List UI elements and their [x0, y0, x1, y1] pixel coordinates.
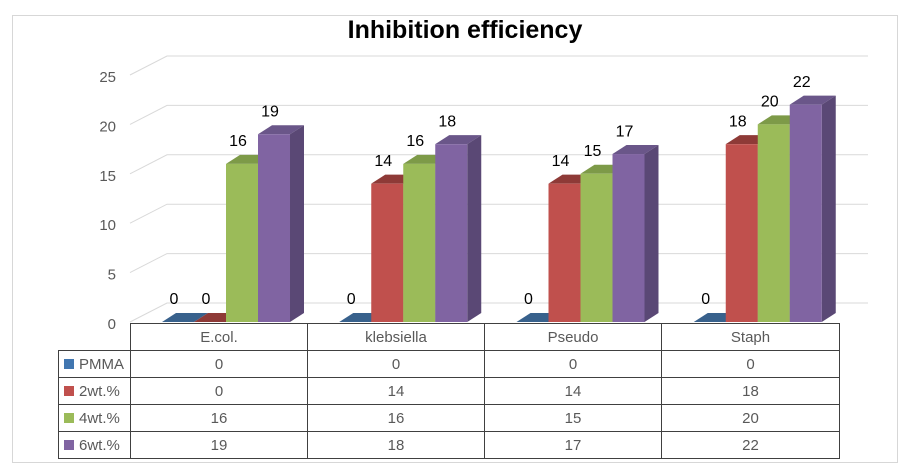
table-header-row: E.col. klebsiella Pseudo Staph [59, 323, 840, 351]
table-value-cell: 0 [130, 377, 308, 405]
legend-key-icon [64, 439, 74, 450]
bar-value-label-4wt-staph: 20 [761, 94, 779, 111]
table-value-cell: 16 [130, 404, 308, 432]
table-row-4wt-: 4wt.% 16 16 15 20 [58, 404, 840, 432]
series-label: PMMA [79, 355, 124, 373]
bars [162, 95, 836, 323]
bar-front-face [757, 124, 790, 323]
table-row-6wt-: 6wt.% 19 18 17 22 [58, 431, 840, 459]
grid-line-20 [129, 104, 868, 125]
series-label: 4wt.% [79, 409, 120, 427]
y-tick-label-10: 10 [99, 217, 116, 234]
y-tick-label-20: 20 [99, 118, 116, 135]
bar-value-label-4wt-pseudo: 15 [584, 143, 602, 160]
bar-side-face [467, 135, 482, 322]
table-value-cell: 17 [484, 431, 662, 459]
bar-front-face [789, 104, 822, 322]
bar-front-face [435, 144, 468, 322]
bar-value-label-6wt-staph: 22 [793, 74, 811, 91]
grid-line-25 [129, 55, 868, 76]
table-value-cell: 15 [484, 404, 662, 432]
bar-top-face [162, 313, 208, 322]
legend-key-icon [64, 358, 74, 369]
table-row-pmma: PMMA 0 0 0 0 [58, 350, 840, 378]
y-tick-label-5: 5 [108, 267, 116, 284]
bar-value-label-4wt-klebsiella: 16 [406, 133, 424, 150]
table-value-cell: 16 [307, 404, 485, 432]
legend-key-icon [64, 385, 74, 396]
bar-side-face [821, 95, 836, 322]
series-legend-cell: 2wt.% [58, 377, 131, 405]
table-value-cell: 0 [130, 350, 308, 378]
chart-data-table: E.col. klebsiella Pseudo Staph PMMA 0 0 0 0 2wt.%… [58, 323, 840, 459]
table-value-cell: 22 [661, 431, 840, 459]
category-header-e-col-: E.col. [130, 323, 308, 351]
y-tick-label-25: 25 [99, 69, 116, 86]
table-value-cell: 14 [484, 377, 662, 405]
table-value-cell: 0 [484, 350, 662, 378]
bar-top-face [789, 95, 836, 105]
series-label: 6wt.% [79, 436, 120, 454]
bar-6wt-staph [789, 95, 836, 322]
table-value-cell: 20 [661, 404, 840, 432]
bar-side-face [290, 125, 304, 322]
bar-front-face [548, 183, 581, 322]
table-value-cell: 14 [307, 377, 485, 405]
bar-front-face [403, 163, 436, 322]
bar-value-label-pmma-klebsiella: 0 [347, 291, 356, 308]
y-axis-tick-labels: 0 5 10 15 20 25 [99, 69, 116, 333]
bar-top-face [435, 135, 482, 145]
bar-top-face [258, 125, 304, 135]
bar-6wt-klebsiella [435, 135, 482, 322]
category-header-staph: Staph [661, 323, 840, 351]
bar-value-label-6wt-e-col-: 19 [261, 103, 279, 120]
table-value-cell: 19 [130, 431, 308, 459]
category-header-pseudo: Pseudo [484, 323, 662, 351]
chart-title: Inhibition efficiency [347, 16, 583, 44]
table-value-cell: 0 [307, 350, 485, 378]
series-label: 2wt.% [79, 382, 120, 400]
table-value-cell: 18 [307, 431, 485, 459]
bar-front-face [580, 173, 613, 322]
bar-front-face [258, 134, 290, 322]
y-tick-label-0: 0 [108, 316, 116, 333]
bar-6wt-pseudo [612, 145, 659, 322]
bar-value-label-2wt-e-col-: 0 [202, 291, 211, 308]
category-header-klebsiella: klebsiella [307, 323, 485, 351]
legend-key-icon [64, 412, 74, 423]
table-corner-cell [59, 324, 131, 351]
bar-value-label-pmma-staph: 0 [701, 291, 710, 308]
bar-top-face [612, 145, 659, 155]
bar-value-label-2wt-pseudo: 14 [552, 153, 570, 170]
bar-side-face [644, 145, 659, 322]
bar-value-label-6wt-klebsiella: 18 [438, 113, 456, 130]
y-tick-label-15: 15 [99, 168, 116, 185]
bar-front-face [725, 144, 758, 322]
table-value-cell: 18 [661, 377, 840, 405]
series-legend-cell: PMMA [58, 350, 131, 378]
bar-front-face [612, 154, 645, 322]
table-row-2wt-: 2wt.% 0 14 14 18 [58, 377, 840, 405]
bar-value-label-pmma-e-col-: 0 [170, 291, 179, 308]
bar-value-label-6wt-pseudo: 17 [616, 123, 634, 140]
bar-front-face [371, 183, 404, 322]
bar-front-face [226, 163, 258, 322]
bar-value-label-2wt-staph: 18 [729, 113, 747, 130]
bar-pmma-e-col- [162, 313, 208, 322]
bar-data-labels: 0 0 16 19 0 14 16 18 0 14 15 17 0 18 20 22 [170, 74, 811, 308]
table-value-cell: 0 [661, 350, 840, 378]
series-legend-cell: 6wt.% [58, 431, 131, 459]
bar-value-label-2wt-klebsiella: 14 [374, 153, 392, 170]
series-legend-cell: 4wt.% [58, 404, 131, 432]
bar-6wt-e-col- [258, 125, 304, 322]
bar-value-label-pmma-pseudo: 0 [524, 291, 533, 308]
bar-value-label-4wt-e-col-: 16 [229, 133, 247, 150]
